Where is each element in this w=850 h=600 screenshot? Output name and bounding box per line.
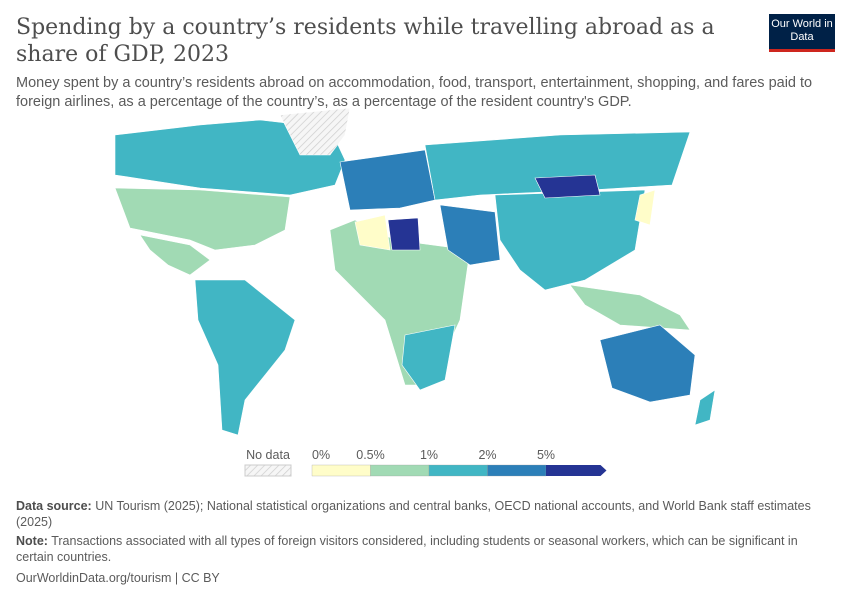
legend-swatch: [428, 464, 488, 477]
legend-swatch: [311, 464, 371, 477]
chart-subtitle: Money spent by a country’s residents abr…: [16, 75, 813, 110]
region-libya[interactable]: [387, 217, 421, 251]
region-russia[interactable]: [424, 131, 691, 201]
legend-no-data-label: No data: [246, 448, 290, 462]
legend-swatch: [370, 464, 430, 477]
region-japan[interactable]: [634, 189, 656, 226]
region-china-south-asia[interactable]: [494, 189, 646, 291]
region-united-states[interactable]: [114, 187, 291, 251]
region-mongolia[interactable]: [534, 174, 601, 199]
legend-tick-label: 5%: [537, 448, 555, 462]
legend-tick-label: 0%: [312, 448, 330, 462]
legend-tick-label: 1%: [420, 448, 438, 462]
region-southern-africa[interactable]: [401, 324, 456, 391]
owid-logo[interactable]: Our World in Data: [769, 14, 835, 52]
region-mexico[interactable]: [139, 234, 211, 276]
region-canada[interactable]: [114, 119, 346, 196]
legend-tick-label: 0.5%: [356, 448, 385, 462]
region-middle-east[interactable]: [439, 204, 501, 266]
region-europe[interactable]: [339, 149, 436, 211]
data-source: Data source: UN Tourism (2025); National…: [16, 499, 811, 529]
region-greenland[interactable]: [279, 107, 351, 156]
region-australia[interactable]: [599, 324, 696, 403]
world-map: No data 0% 0.5% 1% 2% 5%: [114, 107, 716, 477]
region-southeast-asia[interactable]: [569, 284, 691, 331]
region-south-america[interactable]: [194, 279, 296, 436]
region-new-zealand[interactable]: [694, 389, 716, 426]
legend-tick-label: 2%: [478, 448, 496, 462]
map-legend: No data 0% 0.5% 1% 2% 5%: [244, 448, 607, 477]
legend-swatch: [487, 464, 547, 477]
legend-no-data-swatch: [244, 464, 292, 477]
note: Note: Transactions associated with all t…: [16, 534, 798, 564]
legend-swatch: [546, 465, 607, 476]
source-url[interactable]: OurWorldinData.org/tourism | CC BY: [16, 571, 220, 585]
region-algeria[interactable]: [354, 214, 391, 251]
chart-title: Spending by a country’s residents while …: [16, 15, 715, 67]
